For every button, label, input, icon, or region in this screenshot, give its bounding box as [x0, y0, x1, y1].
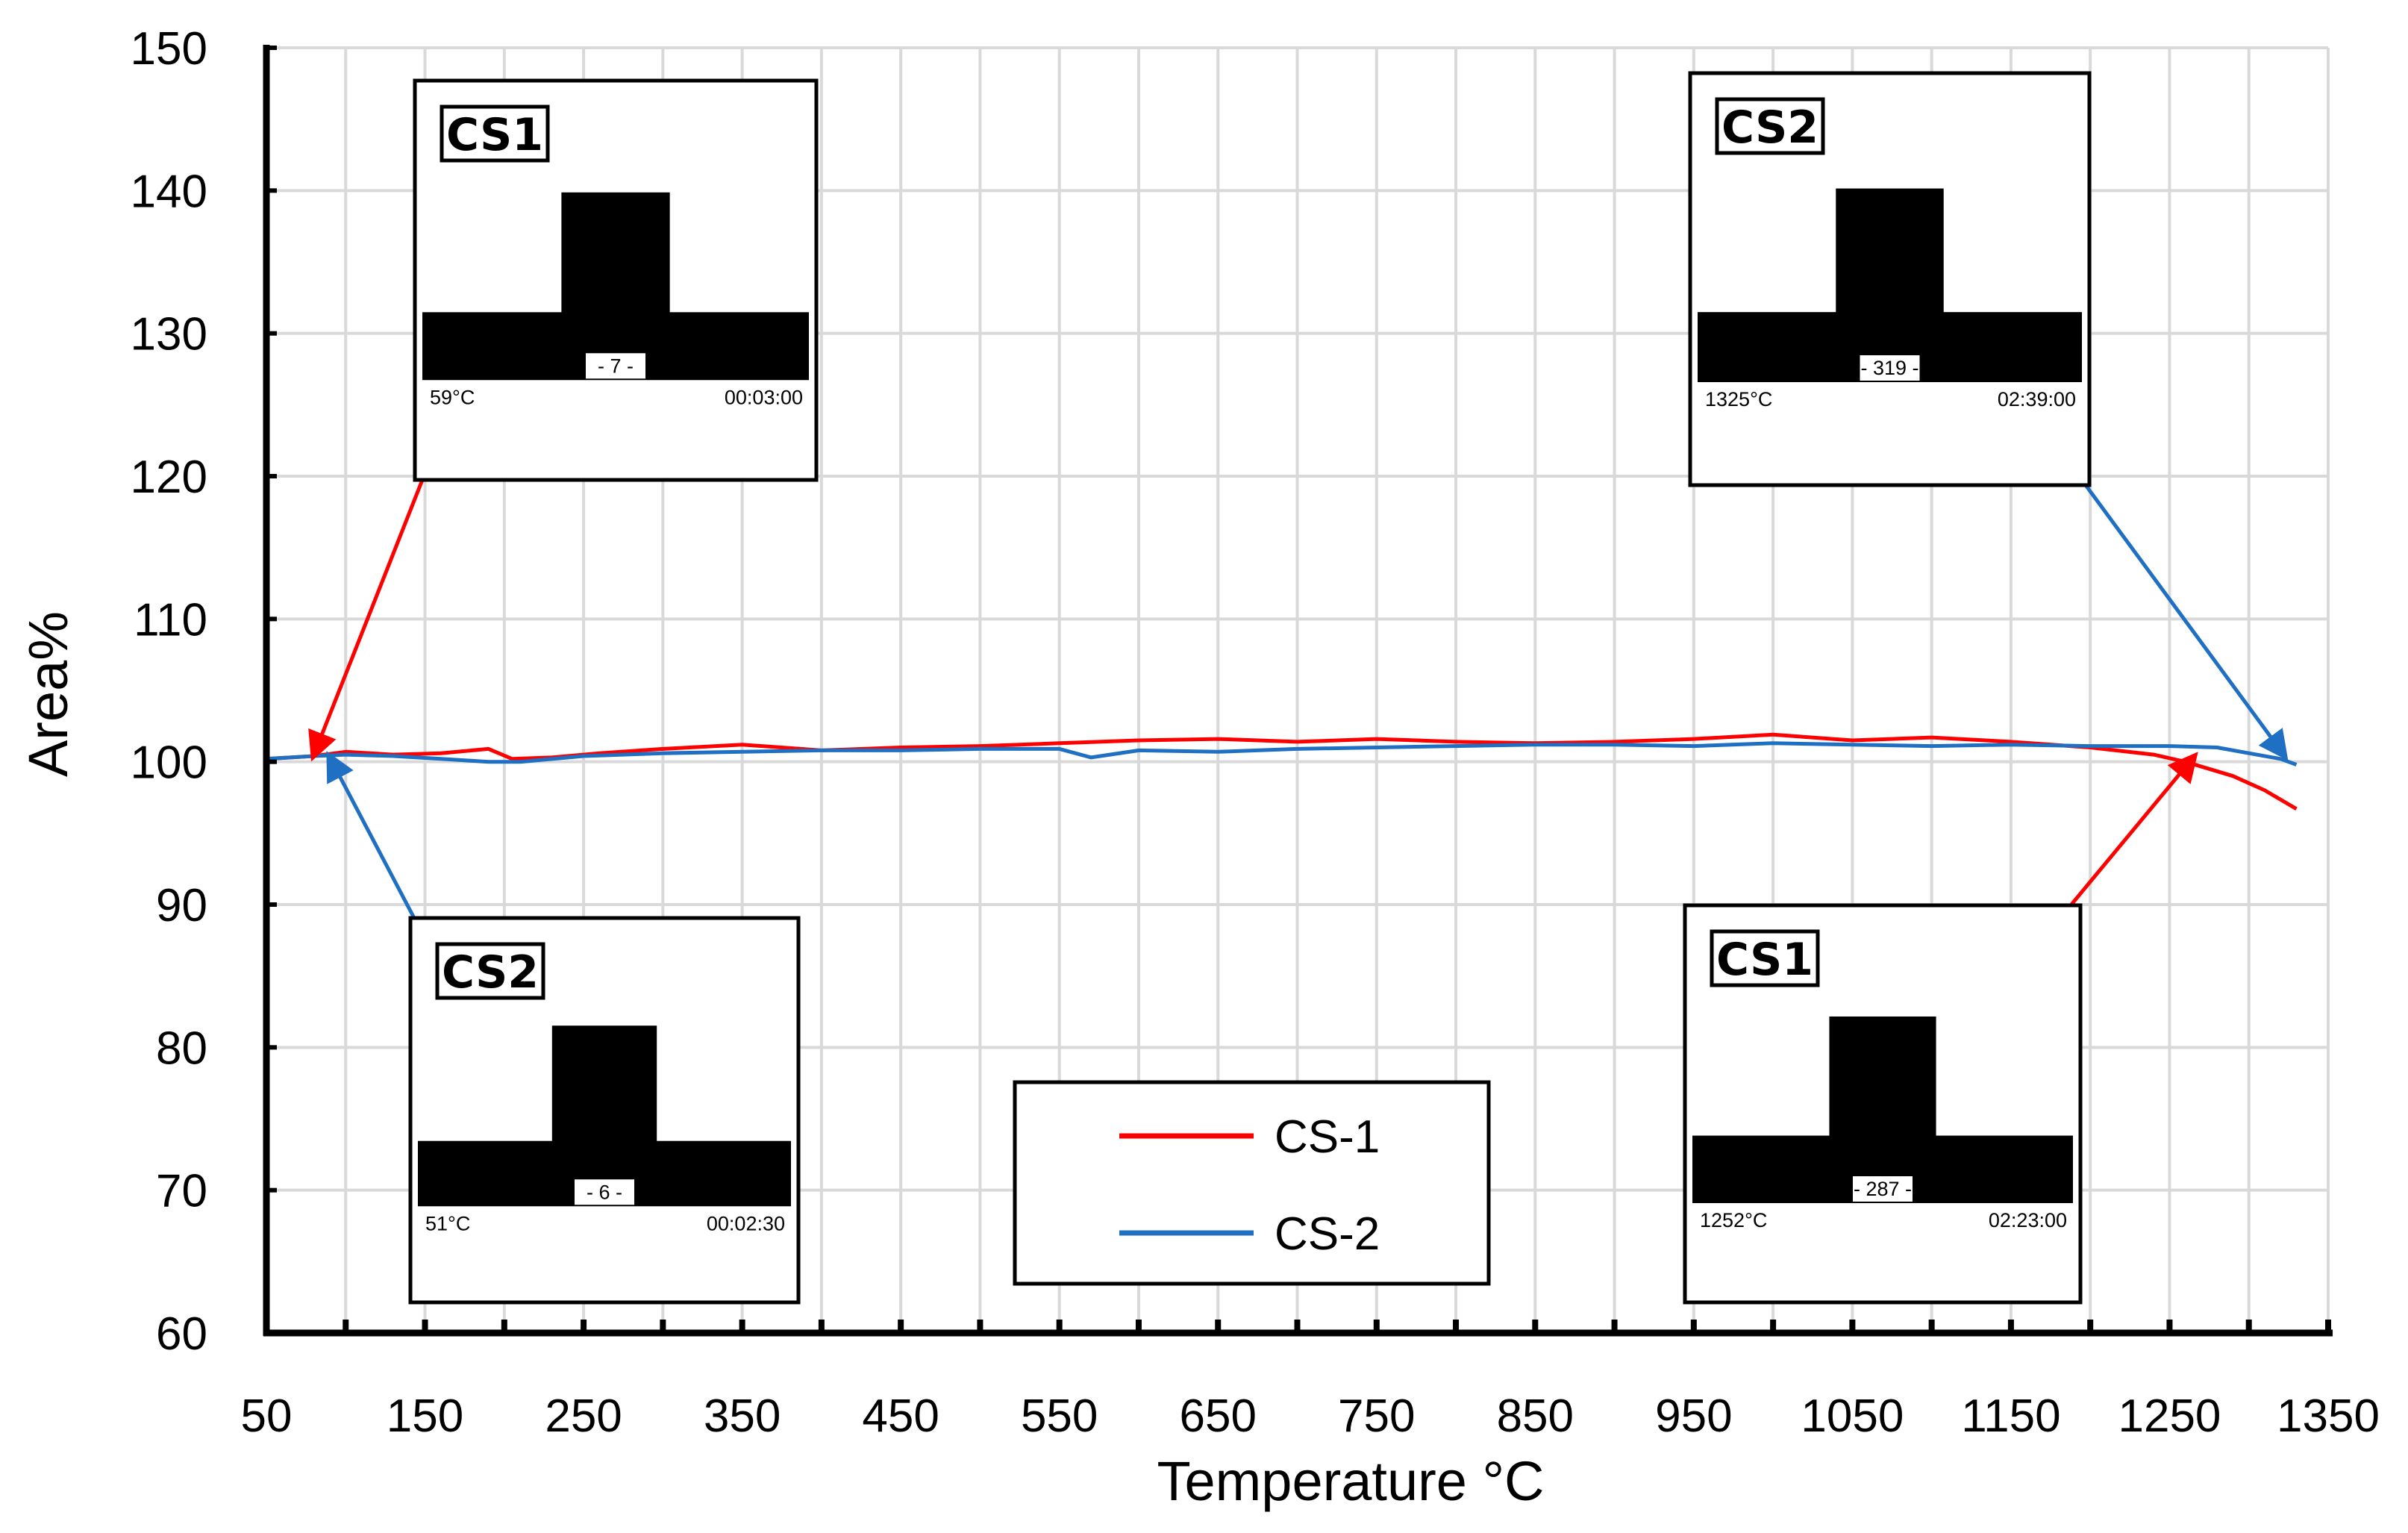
x-tick-label: 250 [545, 1390, 622, 1442]
y-tick-label: 130 [131, 309, 207, 360]
inset-image: - 319 - 1325°C 02:39:00 CS2 [1688, 71, 2092, 487]
inset-frame-label-bg [586, 353, 645, 379]
inset-badge-label: CS1 [1716, 934, 1813, 986]
annotation-arrow [308, 479, 425, 762]
x-axis-title: Temperature °C [1157, 1450, 1544, 1512]
annotation-arrow [2083, 484, 2289, 761]
inset-frame-number: - 6 - [587, 1181, 622, 1203]
tick-labels: 50 150 250 350 450 550 650 750 850 950 1050 1150 125… [131, 23, 2380, 1442]
inset-image: - 287 - 1252°C 02:23:00 CS1 [1683, 903, 2083, 1305]
inset-specimen [561, 192, 670, 314]
axes [263, 45, 2333, 1337]
inset-badge-box [1710, 929, 1820, 987]
x-tick-label: 50 [241, 1390, 293, 1442]
y-tick-label: 80 [156, 1022, 207, 1074]
inset-specimen [1836, 188, 1944, 314]
inset-temperature: 1252°C [1700, 1209, 1767, 1231]
insets: - 7 - 59°C 00:03:00 CS1 - 319 - 1325°C 02:39:0… [408, 71, 2092, 1305]
x-tick-label: 1150 [1961, 1390, 2060, 1442]
inset-time: 02:39:00 [1998, 388, 2076, 410]
inset-specimen [551, 1025, 657, 1143]
inset-badge-box [440, 104, 550, 163]
inset-frame-label-bg [1860, 355, 1920, 381]
inset-image: - 7 - 59°C 00:03:00 CS1 [413, 78, 819, 482]
inset-specimen [1829, 1016, 1936, 1137]
legend-box [1013, 1080, 1491, 1286]
inset-frame-number: - 319 - [1860, 357, 1918, 379]
inset-frame-number: - 7 - [598, 355, 634, 377]
inset-temperature: 1325°C [1705, 388, 1772, 410]
inset-image: - 6 - 51°C 00:02:30 CS2 [408, 916, 801, 1305]
inset-badge-box [1715, 97, 1825, 155]
y-tick-label: 120 [131, 452, 207, 503]
legend-label-cs-1: CS-1 [1275, 1111, 1380, 1163]
inset-time: 00:03:00 [725, 386, 803, 408]
series-layer [266, 732, 2298, 811]
inset-badge-label: CS2 [1721, 102, 1818, 154]
y-tick-label: 70 [156, 1166, 207, 1217]
annotation-arrow [326, 751, 416, 920]
legend-label-cs-2: CS-2 [1275, 1208, 1380, 1260]
x-tick-label: 1250 [2118, 1390, 2221, 1442]
inset-temperature: 59°C [430, 386, 475, 408]
y-tick-label: 150 [131, 23, 207, 75]
y-axis-title: Area% [17, 611, 79, 777]
y-tick-label: 110 [134, 594, 207, 646]
inset-time: 02:23:00 [1989, 1209, 2067, 1231]
annotation-arrow [2069, 752, 2198, 907]
inset-temperature: 51°C [425, 1212, 470, 1234]
x-tick-label: 1050 [1801, 1390, 1904, 1442]
x-tick-label: 1350 [2277, 1390, 2380, 1442]
y-tick-label: 100 [131, 737, 207, 789]
y-tick-label: 90 [156, 880, 207, 931]
y-tick-label: 60 [156, 1308, 207, 1360]
annotation-arrows [308, 479, 2289, 920]
inset-badge-label: CS1 [446, 109, 543, 161]
inset-time: 00:02:30 [707, 1212, 785, 1234]
inset-badge-box [435, 942, 545, 1000]
inset-frame-number: - 287 - [1854, 1178, 1912, 1200]
legend: CS-1 CS-2 [1013, 1080, 1491, 1286]
x-tick-label: 650 [1180, 1390, 1257, 1442]
x-tick-label: 950 [1655, 1390, 1732, 1442]
x-tick-label: 450 [862, 1390, 939, 1442]
inset-badge-label: CS2 [442, 946, 539, 999]
x-tick-label: 350 [704, 1390, 781, 1442]
inset-frame-label-bg [575, 1179, 634, 1205]
x-tick-label: 850 [1497, 1390, 1574, 1442]
x-tick-label: 150 [387, 1390, 463, 1442]
inset-frame-label-bg [1853, 1176, 1913, 1202]
series-line-cs-2 [266, 741, 2298, 766]
y-tick-label: 140 [131, 166, 207, 217]
x-tick-label: 750 [1338, 1390, 1415, 1442]
x-tick-label: 550 [1021, 1390, 1098, 1442]
